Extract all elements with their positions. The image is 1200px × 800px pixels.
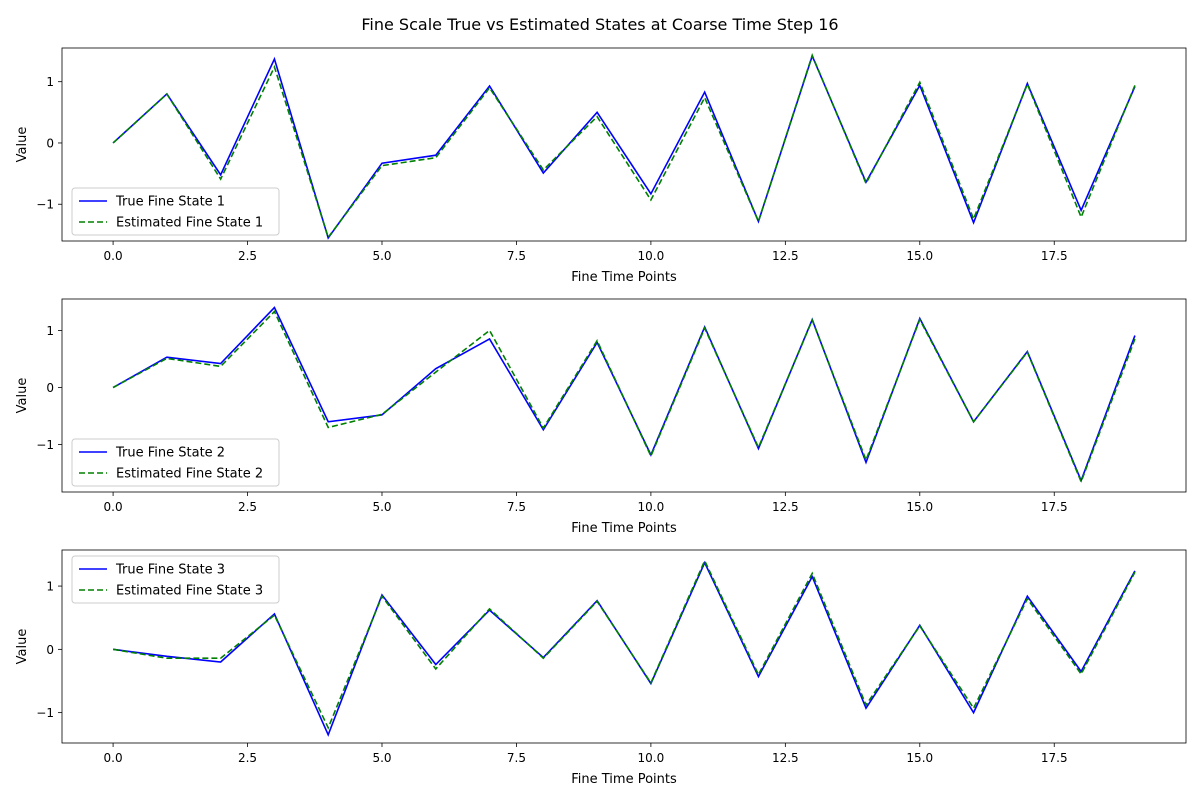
- legend-box: [71, 187, 280, 236]
- y-tick-label: 1: [46, 324, 54, 338]
- series-line-2: [112, 53, 1136, 240]
- y-tick-label: 0: [46, 136, 54, 150]
- x-tick-label: 0.0: [104, 751, 123, 765]
- x-axis-label: Fine Time Points: [571, 270, 677, 285]
- figure-title: Fine Scale True vs Estimated States at C…: [361, 15, 838, 34]
- y-axis-label: Value: [15, 629, 30, 665]
- series-line-1: [112, 53, 1136, 240]
- x-tick-label: 2.5: [238, 500, 257, 514]
- legend-entry: True Fine State 1: [115, 195, 225, 210]
- x-tick-label: 12.5: [772, 751, 799, 765]
- axes-frame: [61, 549, 1187, 744]
- x-axis-label: Fine Time Points: [571, 521, 677, 536]
- x-tick-label: 15.0: [906, 500, 933, 514]
- subplot-2: 0.0 2.5 5.0 7.5 10.0 12.5 15.0 17.5 −1 0 1 Fine Tim…: [15, 298, 1187, 536]
- x-tick-label: 15.0: [906, 751, 933, 765]
- y-tick-label: 0: [46, 381, 54, 395]
- y-tick-label: −1: [36, 706, 54, 720]
- x-tick-label: 2.5: [238, 249, 257, 263]
- series-line-2: [112, 310, 1136, 484]
- x-tick-label: 10.0: [638, 500, 665, 514]
- legend: True Fine State 1 Estimated Fine State 1: [71, 187, 280, 236]
- x-tick-label: 7.5: [507, 751, 526, 765]
- x-tick-label: 5.0: [372, 249, 391, 263]
- y-tick-label: 0: [46, 643, 54, 657]
- x-axis-label: Fine Time Points: [571, 772, 677, 787]
- x-tick-label: 17.5: [1041, 751, 1068, 765]
- x-tick-label: 7.5: [507, 249, 526, 263]
- series-line-2: [112, 558, 1136, 730]
- legend-entry: True Fine State 3: [115, 563, 225, 578]
- x-tick-label: 12.5: [772, 500, 799, 514]
- legend-box: [71, 555, 280, 604]
- x-tick-label: 10.0: [638, 249, 665, 263]
- x-tick-label: 0.0: [104, 249, 123, 263]
- x-tick-label: 17.5: [1041, 500, 1068, 514]
- x-tick-label: 5.0: [372, 500, 391, 514]
- legend-box: [71, 438, 280, 487]
- y-axis-label: Value: [15, 127, 30, 163]
- legend: True Fine State 3 Estimated Fine State 3: [71, 555, 280, 604]
- x-tick-label: 5.0: [372, 751, 391, 765]
- subplot-1: 0.0 2.5 5.0 7.5 10.0 12.5 15.0 17.5 −1 0 1 Fine Tim…: [15, 47, 1187, 285]
- subplot-3: 0.0 2.5 5.0 7.5 10.0 12.5 15.0 17.5 −1 0 1 Fine Tim…: [15, 549, 1187, 787]
- x-tick-label: 12.5: [772, 249, 799, 263]
- x-tick-label: 2.5: [238, 751, 257, 765]
- y-tick-label: −1: [36, 438, 54, 452]
- x-tick-label: 10.0: [638, 751, 665, 765]
- legend-entry: Estimated Fine State 1: [116, 216, 263, 231]
- y-tick-label: −1: [36, 198, 54, 212]
- x-tick-label: 15.0: [906, 249, 933, 263]
- legend-entry: True Fine State 2: [115, 446, 225, 461]
- x-tick-label: 7.5: [507, 500, 526, 514]
- x-tick-label: 17.5: [1041, 249, 1068, 263]
- legend: True Fine State 2 Estimated Fine State 2: [71, 438, 280, 487]
- y-tick-label: 1: [46, 580, 54, 594]
- legend-entry: Estimated Fine State 3: [116, 584, 263, 599]
- axes-frame: [61, 47, 1187, 242]
- axes-frame: [61, 298, 1187, 493]
- y-axis-label: Value: [15, 378, 30, 414]
- legend-entry: Estimated Fine State 2: [116, 467, 263, 482]
- x-tick-label: 0.0: [104, 500, 123, 514]
- y-tick-label: 1: [46, 75, 54, 89]
